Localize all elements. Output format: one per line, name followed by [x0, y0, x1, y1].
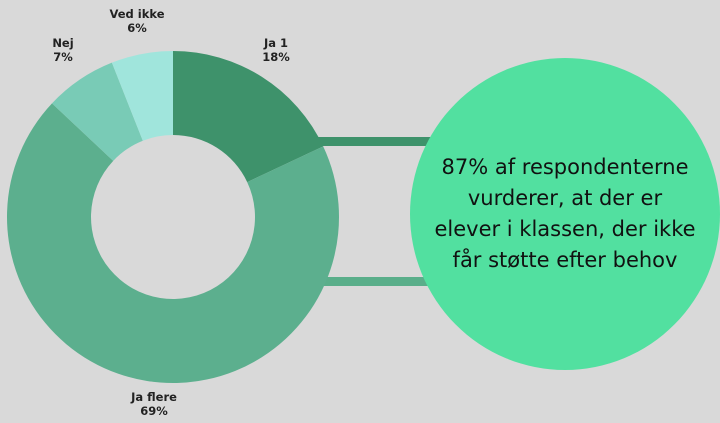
slice-nej [51, 62, 143, 161]
connector-bar-bottom [318, 277, 448, 286]
slice-ved-ikke [111, 51, 173, 141]
slice-labels: Ja 1 18% Ja flere 69% Nej 7% Ved ikke 6% [52, 7, 290, 418]
summary-callout: 87% af respondenterne vurderer, at der e… [410, 58, 720, 370]
slice-label-ja-1: Ja 1 18% [262, 36, 290, 64]
slice-label-nej: Nej 7% [52, 36, 73, 64]
slice-label-ved-ikke: Ved ikke 6% [109, 7, 164, 35]
summary-callout-text: 87% af respondenterne vurderer, at der e… [434, 155, 696, 272]
slice-label-ja-flere: Ja flere 69% [130, 390, 177, 418]
donut-slices [6, 51, 339, 384]
connector-bar-top [318, 137, 448, 146]
slice-ja-flere [6, 103, 339, 384]
slice-ja-1 [173, 51, 324, 183]
